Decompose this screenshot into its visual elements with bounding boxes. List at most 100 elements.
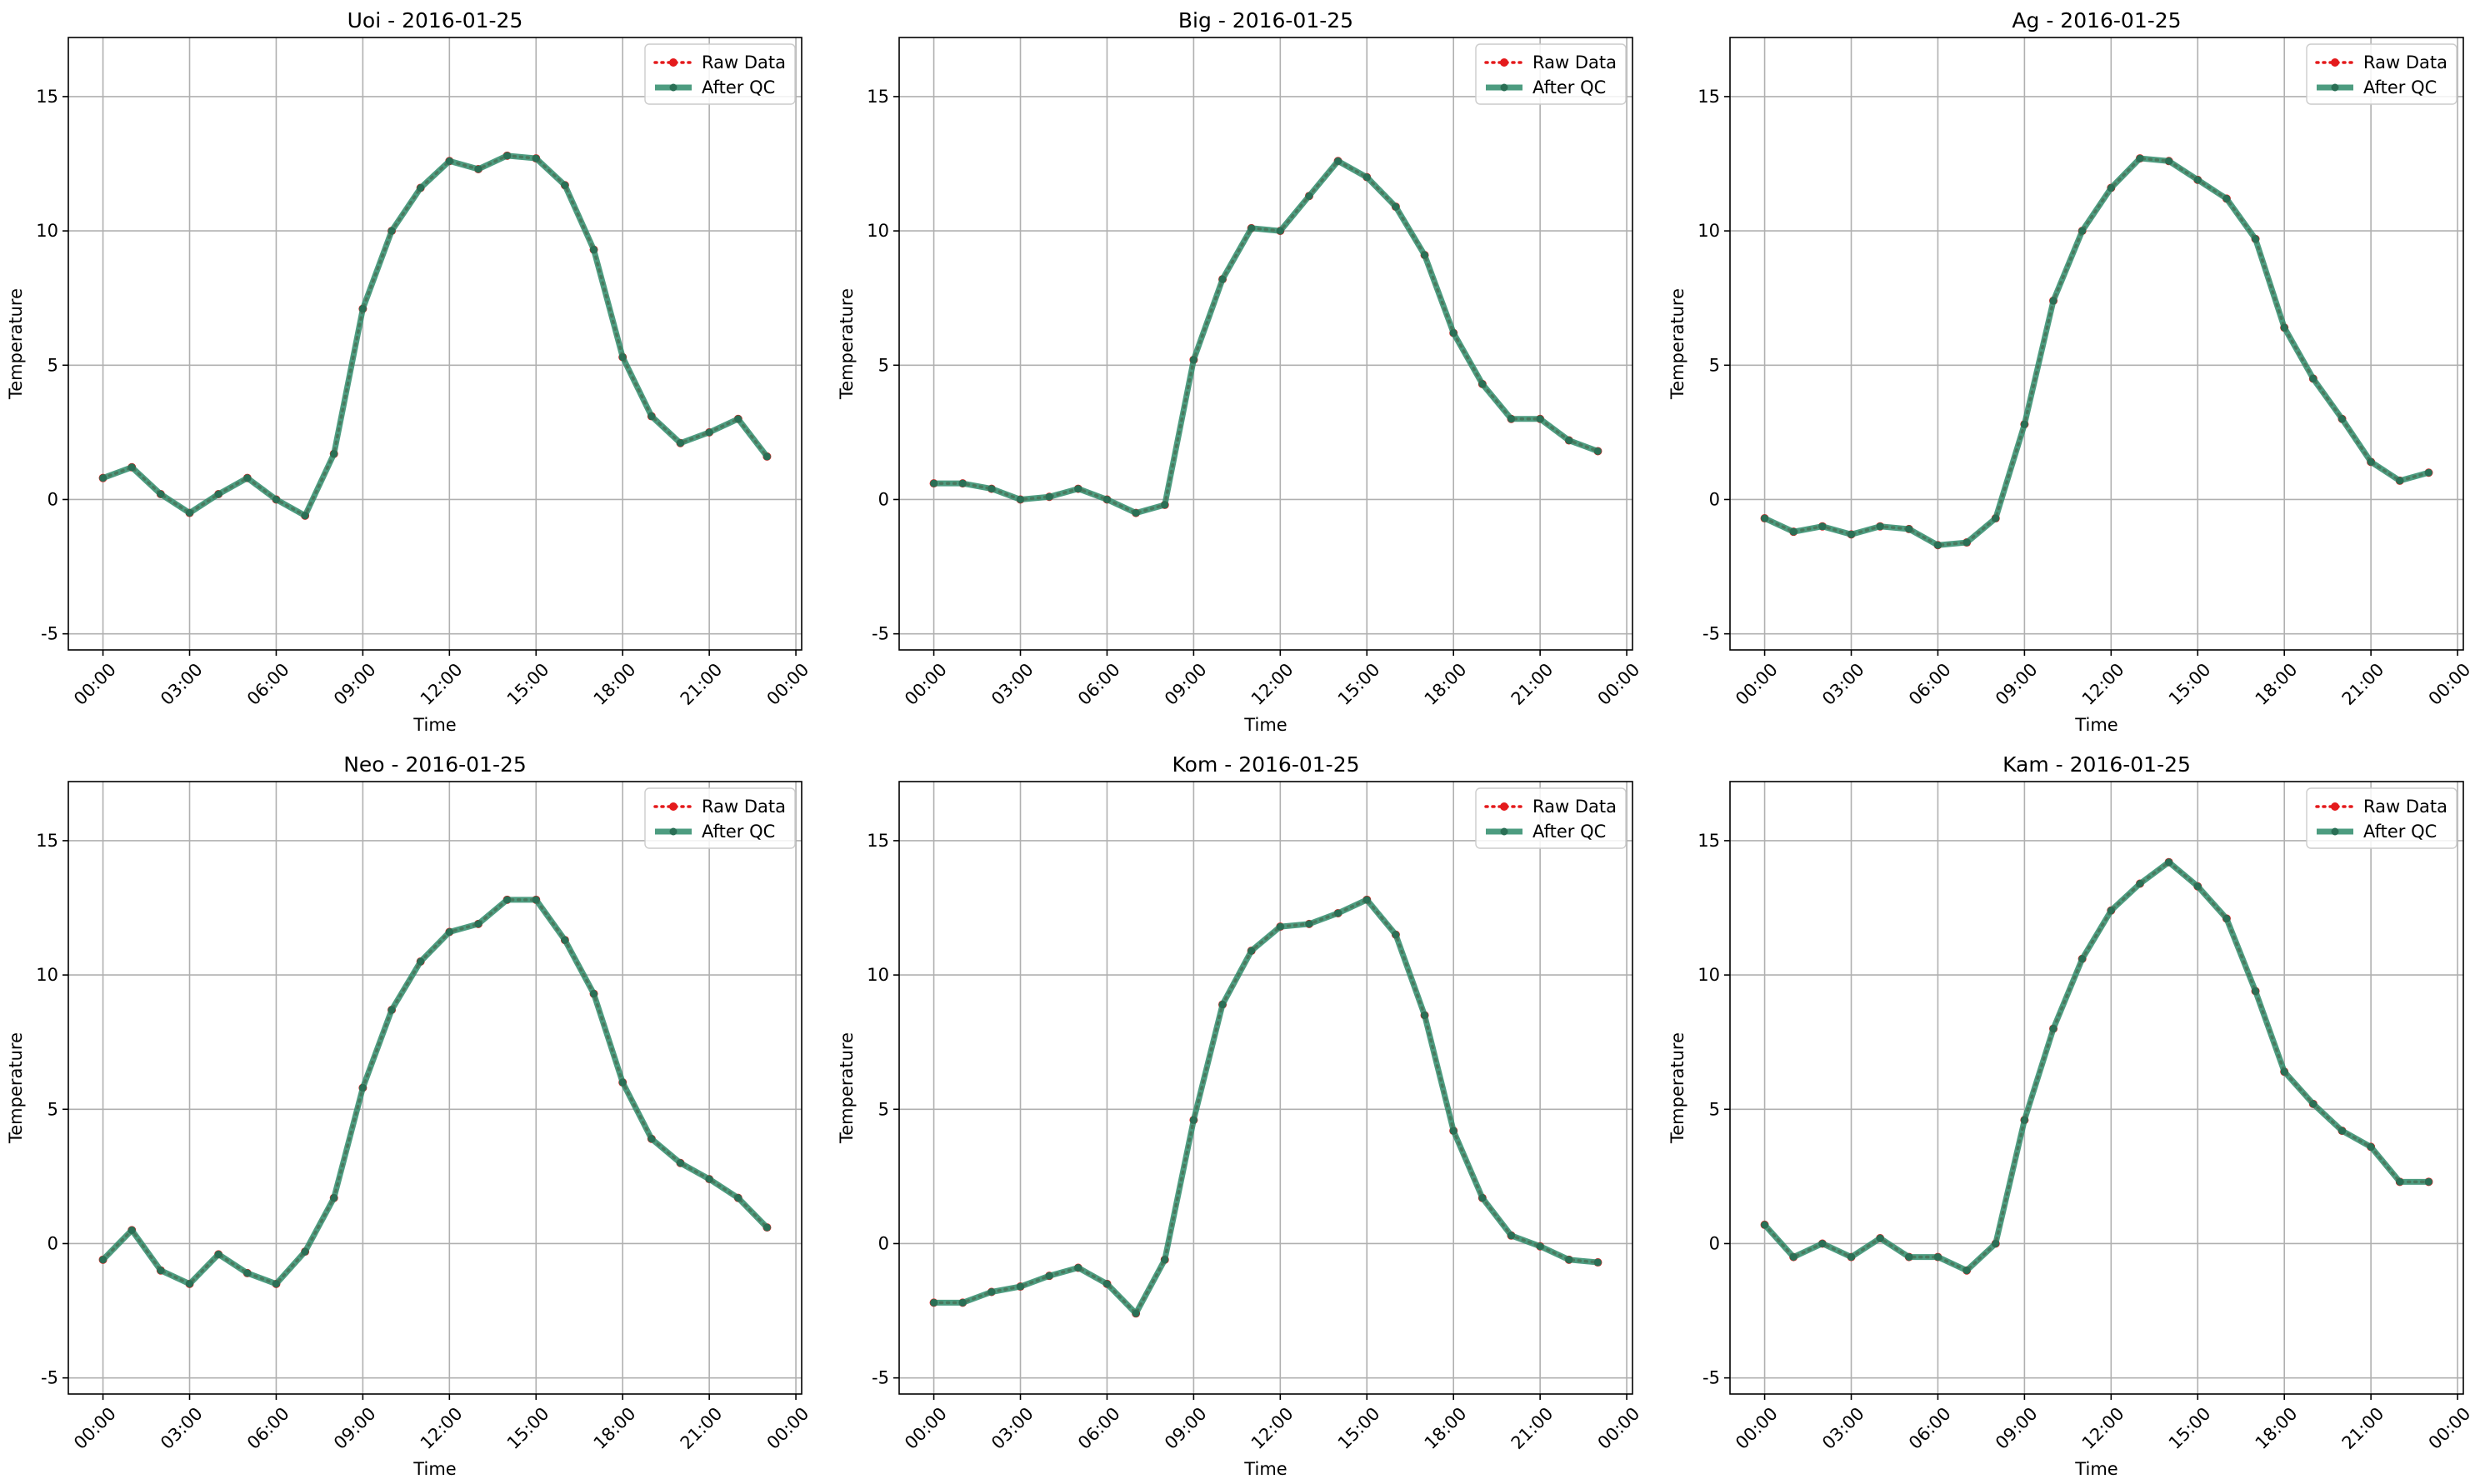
after-qc-point bbox=[1933, 1253, 1942, 1262]
y-tick-label: -5 bbox=[872, 624, 889, 644]
y-tick-label: 5 bbox=[878, 355, 889, 375]
legend-label-raw-data: Raw Data bbox=[702, 52, 786, 72]
subplot-title: Uoi - 2016-01-25 bbox=[348, 8, 523, 32]
after-qc-point bbox=[2252, 987, 2260, 995]
after-qc-point bbox=[1392, 202, 1400, 211]
series-line-raw-data bbox=[1762, 157, 2431, 547]
after-qc-point bbox=[1132, 1309, 1140, 1317]
after-qc-point bbox=[128, 1226, 136, 1234]
after-qc-point bbox=[676, 439, 684, 447]
after-qc-point bbox=[2165, 157, 2173, 165]
after-qc-point bbox=[128, 463, 136, 472]
legend-label-raw-data: Raw Data bbox=[702, 797, 786, 817]
x-tick-label: 00:00 bbox=[2425, 1403, 2475, 1453]
after-qc-point bbox=[243, 474, 252, 482]
after-qc-point bbox=[272, 1280, 280, 1288]
after-qc-point bbox=[417, 184, 425, 192]
legend-marker-after-qc bbox=[1500, 827, 1508, 836]
y-tick-label: 5 bbox=[1709, 355, 1720, 375]
legend-label-raw-data: Raw Data bbox=[1532, 797, 1617, 817]
y-tick-label: 5 bbox=[48, 1099, 58, 1119]
x-tick-label: 15:00 bbox=[2165, 659, 2215, 709]
x-tick-label: 06:00 bbox=[1905, 1403, 1955, 1453]
after-qc-point bbox=[618, 1078, 627, 1087]
after-qc-point bbox=[1876, 1234, 1884, 1242]
legend: Raw Data After QC bbox=[644, 43, 796, 105]
legend-marker-raw-data bbox=[669, 58, 678, 67]
x-tick-label: 18:00 bbox=[2252, 1403, 2302, 1453]
after-qc-point bbox=[1161, 1256, 1169, 1264]
after-qc-point bbox=[1045, 492, 1053, 501]
y-axis-label: Temperature bbox=[837, 1032, 857, 1144]
y-tick-label: 0 bbox=[1709, 1233, 1720, 1253]
x-tick-label: 21:00 bbox=[677, 659, 727, 709]
series-line-after-qc bbox=[101, 897, 769, 1287]
legend-marker-raw-data bbox=[1500, 58, 1508, 67]
y-tick-label: -5 bbox=[41, 624, 58, 644]
after-qc-point bbox=[1593, 1258, 1602, 1267]
after-qc-point bbox=[214, 1250, 222, 1258]
y-axis-label: Temperature bbox=[1668, 288, 1688, 400]
x-tick-label: 00:00 bbox=[70, 1403, 120, 1453]
after-qc-point bbox=[1962, 538, 1971, 547]
y-tick-label: 15 bbox=[36, 831, 58, 851]
after-qc-point bbox=[1132, 509, 1140, 517]
after-qc-point bbox=[503, 896, 512, 904]
x-tick-label: 15:00 bbox=[1334, 659, 1384, 709]
after-qc-point bbox=[648, 1135, 656, 1143]
legend-label-after-qc: After QC bbox=[1532, 822, 1606, 842]
after-qc-point bbox=[503, 152, 512, 160]
after-qc-point bbox=[2078, 227, 2087, 235]
after-qc-point bbox=[157, 490, 165, 498]
after-qc-point bbox=[2193, 176, 2202, 184]
after-qc-point bbox=[330, 1194, 338, 1202]
y-axis-label: Temperature bbox=[837, 288, 857, 400]
after-qc-point bbox=[2252, 235, 2260, 243]
x-axis-label: Time bbox=[2074, 715, 2118, 735]
y-tick-label: -5 bbox=[1702, 1368, 1720, 1388]
after-qc-point bbox=[1074, 1263, 1082, 1272]
after-qc-point bbox=[2107, 184, 2115, 192]
after-qc-point bbox=[2280, 1067, 2288, 1076]
after-qc-point bbox=[2222, 914, 2231, 922]
x-axis-label: Time bbox=[412, 1459, 456, 1479]
x-tick-label: 12:00 bbox=[2078, 1403, 2128, 1453]
legend-marker-after-qc bbox=[2331, 83, 2339, 92]
legend: Raw Data After QC bbox=[2306, 787, 2458, 849]
after-qc-point bbox=[2136, 154, 2144, 162]
after-qc-point bbox=[561, 181, 569, 189]
y-tick-label: 15 bbox=[36, 87, 58, 107]
y-tick-label: 15 bbox=[1698, 831, 1720, 851]
after-qc-point bbox=[1334, 909, 1342, 917]
x-tick-label: 03:00 bbox=[988, 659, 1038, 709]
axes-frame bbox=[68, 37, 802, 651]
subplot-6: 00:00 03:00 06:00 09:00 12:00 15:00 18:00 21:00… bbox=[1668, 752, 2474, 1479]
after-qc-point bbox=[1876, 522, 1884, 531]
x-tick-label: 09:00 bbox=[1992, 659, 2042, 709]
series-line-after-qc bbox=[102, 152, 770, 519]
after-qc-point bbox=[988, 1288, 996, 1296]
after-qc-point bbox=[2338, 415, 2346, 423]
after-qc-point bbox=[618, 353, 627, 362]
after-qc-point bbox=[762, 1223, 771, 1232]
after-qc-point bbox=[2396, 1177, 2404, 1186]
x-tick-label: 12:00 bbox=[417, 1403, 467, 1453]
legend-label-raw-data: Raw Data bbox=[2363, 52, 2448, 72]
subplot-title: Kom - 2016-01-25 bbox=[1172, 752, 1360, 777]
after-qc-point bbox=[1218, 275, 1227, 283]
after-qc-point bbox=[1362, 173, 1371, 182]
after-qc-point bbox=[2338, 1127, 2346, 1135]
after-qc-point bbox=[2424, 468, 2432, 477]
series-line-raw-data bbox=[1762, 860, 2431, 1272]
after-qc-point bbox=[1421, 1011, 1429, 1019]
axes-frame bbox=[898, 781, 1633, 1395]
y-tick-label: 10 bbox=[36, 965, 58, 985]
after-qc-point bbox=[301, 512, 309, 520]
x-tick-label: 09:00 bbox=[1992, 1403, 2042, 1453]
after-qc-point bbox=[1536, 415, 1544, 423]
after-qc-point bbox=[1761, 1221, 1769, 1229]
legend-label-raw-data: Raw Data bbox=[1532, 52, 1617, 72]
series-line-after-qc bbox=[933, 157, 1599, 517]
axes-frame bbox=[1729, 37, 2464, 651]
